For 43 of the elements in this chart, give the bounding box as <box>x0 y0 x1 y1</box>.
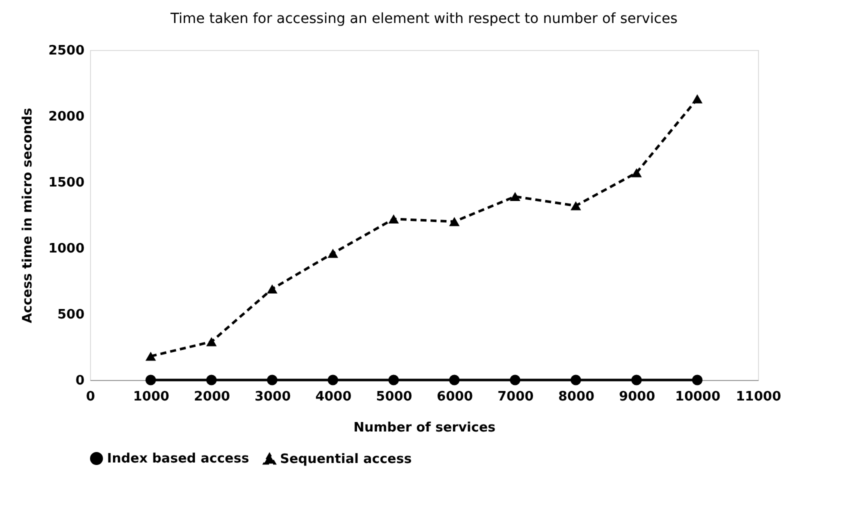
point <box>692 374 703 386</box>
point <box>631 374 642 386</box>
x-tick-label: 3000 <box>254 390 291 404</box>
chart-title: Time taken for accessing an element with respect to number of services <box>169 11 678 27</box>
y-tick-label: 1000 <box>48 242 84 256</box>
x-tick-label: 7000 <box>497 390 534 404</box>
point <box>570 374 582 386</box>
point <box>449 217 460 226</box>
x-tick-label: 4000 <box>315 390 352 404</box>
point <box>266 374 278 386</box>
point <box>145 352 156 361</box>
point <box>692 94 703 104</box>
point <box>328 374 338 386</box>
x-tick-label: 0 <box>86 390 96 404</box>
y-axis-title: Access time in micro seconds <box>20 108 36 324</box>
x-tick-label: 5000 <box>376 390 412 404</box>
y-tick-label: 0 <box>75 374 84 388</box>
point <box>145 374 156 386</box>
legend-label: Index based access <box>107 452 250 467</box>
y-tick-label: 2000 <box>48 110 84 124</box>
point <box>328 248 338 258</box>
point <box>206 374 217 386</box>
x-tick-label: 9000 <box>618 390 656 404</box>
x-tick-label: 11000 <box>736 390 782 404</box>
y-tick-label: 1500 <box>48 176 84 190</box>
x-tick-label: 6000 <box>436 390 473 404</box>
x-axis-title: Number of services <box>353 420 496 436</box>
point <box>570 201 582 210</box>
x-tick-label: 1000 <box>133 390 170 404</box>
point <box>206 337 217 346</box>
point <box>510 374 520 386</box>
x-tick-label: 2000 <box>194 390 230 404</box>
y-tick-label: 500 <box>57 308 84 322</box>
point <box>449 374 460 386</box>
legend-label: Sequential access <box>280 452 412 467</box>
point <box>266 284 278 294</box>
x-tick-label: 8000 <box>558 390 594 404</box>
point <box>388 214 399 224</box>
x-tick-label: 10000 <box>675 390 720 404</box>
point <box>388 374 399 386</box>
y-tick-label: 2500 <box>48 44 84 58</box>
point <box>510 192 520 202</box>
point <box>631 168 642 178</box>
